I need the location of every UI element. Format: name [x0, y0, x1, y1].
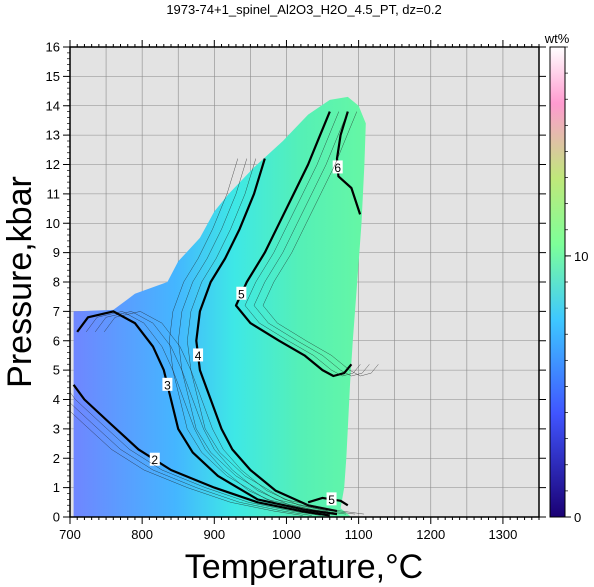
- minor-isolines: [70, 111, 379, 516]
- y-tick-label: 3: [53, 421, 60, 436]
- y-tick-label: 15: [46, 69, 60, 84]
- y-tick-label: 5: [53, 363, 60, 378]
- y-tick-label: 0: [53, 510, 60, 525]
- x-tick-label: 800: [131, 527, 153, 542]
- contour-label-bg: [332, 160, 343, 174]
- y-axis-label: Pressure,kbar: [1, 176, 39, 388]
- x-tick-label: 1300: [488, 527, 517, 542]
- axes: 700 800 900 1000 1100 1200 1300012345678910111…: [46, 40, 546, 542]
- chart-title: 1973-74+1_spinel_Al2O3_H2O_4.5_PT, dz=0.…: [166, 2, 441, 17]
- y-tick-label: 8: [53, 275, 60, 290]
- y-tick-label: 9: [53, 245, 60, 260]
- contour-line-2: [72, 384, 330, 517]
- contour-line-3: [76, 310, 338, 516]
- contour-label: 5: [328, 493, 335, 507]
- x-tick-label: 1200: [416, 527, 445, 542]
- contour-line-5: [234, 111, 353, 378]
- contours: 2 3 4 5 5 6: [70, 111, 379, 517]
- minor-isoline: [253, 111, 370, 377]
- minor-isoline: [94, 311, 356, 515]
- y-tick-label: 6: [53, 333, 60, 348]
- colorbar-ticks: 0 10: [565, 46, 588, 525]
- y-tick-label: 14: [46, 98, 60, 113]
- colorbar: [549, 46, 566, 518]
- y-tick-label: 7: [53, 304, 60, 319]
- minor-isoline: [70, 391, 321, 516]
- contour-line-4: [195, 158, 338, 513]
- contour-label-bg: [326, 492, 337, 506]
- contour-label: 4: [195, 349, 202, 363]
- minor-isoline: [70, 402, 312, 516]
- minor-isoline: [169, 158, 311, 512]
- contour-label-bg: [236, 286, 247, 300]
- y-tick-label: 13: [46, 128, 60, 143]
- minor-isoline: [262, 111, 379, 377]
- y-tick-label: 1: [53, 480, 60, 495]
- colorbar-tick-label: 10: [574, 249, 588, 264]
- minor-isoline: [187, 158, 329, 512]
- y-tick-label: 10: [46, 216, 60, 231]
- y-tick-label: 16: [46, 40, 60, 55]
- minor-isoline: [244, 111, 361, 377]
- y-tick-label: 11: [47, 186, 61, 201]
- minor-isoline: [70, 410, 303, 516]
- contour-label-bg: [162, 377, 173, 391]
- data-field: [73, 96, 366, 517]
- x-tick-label: 1000: [272, 527, 301, 542]
- x-axis-label: Temperature,°C: [185, 548, 423, 586]
- y-tick-label: 2: [53, 451, 60, 466]
- contour-label: 5: [238, 287, 245, 301]
- contour-label-bg: [149, 452, 160, 466]
- y-tick-label: 4: [53, 392, 60, 407]
- contour-label: 6: [334, 161, 341, 175]
- colorbar-label: wt%: [544, 31, 570, 46]
- minor-isoline: [178, 158, 320, 512]
- x-tick-label: 1100: [345, 527, 373, 542]
- minor-isoline: [103, 311, 365, 515]
- minor-isoline: [85, 311, 347, 515]
- x-tick-label: 700: [59, 527, 81, 542]
- contour-label: 3: [164, 378, 171, 392]
- colorbar-tick-label: 0: [574, 510, 581, 525]
- x-tick-label: 900: [203, 527, 225, 542]
- contour-label: 2: [151, 453, 158, 467]
- y-tick-label: 12: [46, 157, 60, 172]
- contour-label-bg: [193, 348, 204, 362]
